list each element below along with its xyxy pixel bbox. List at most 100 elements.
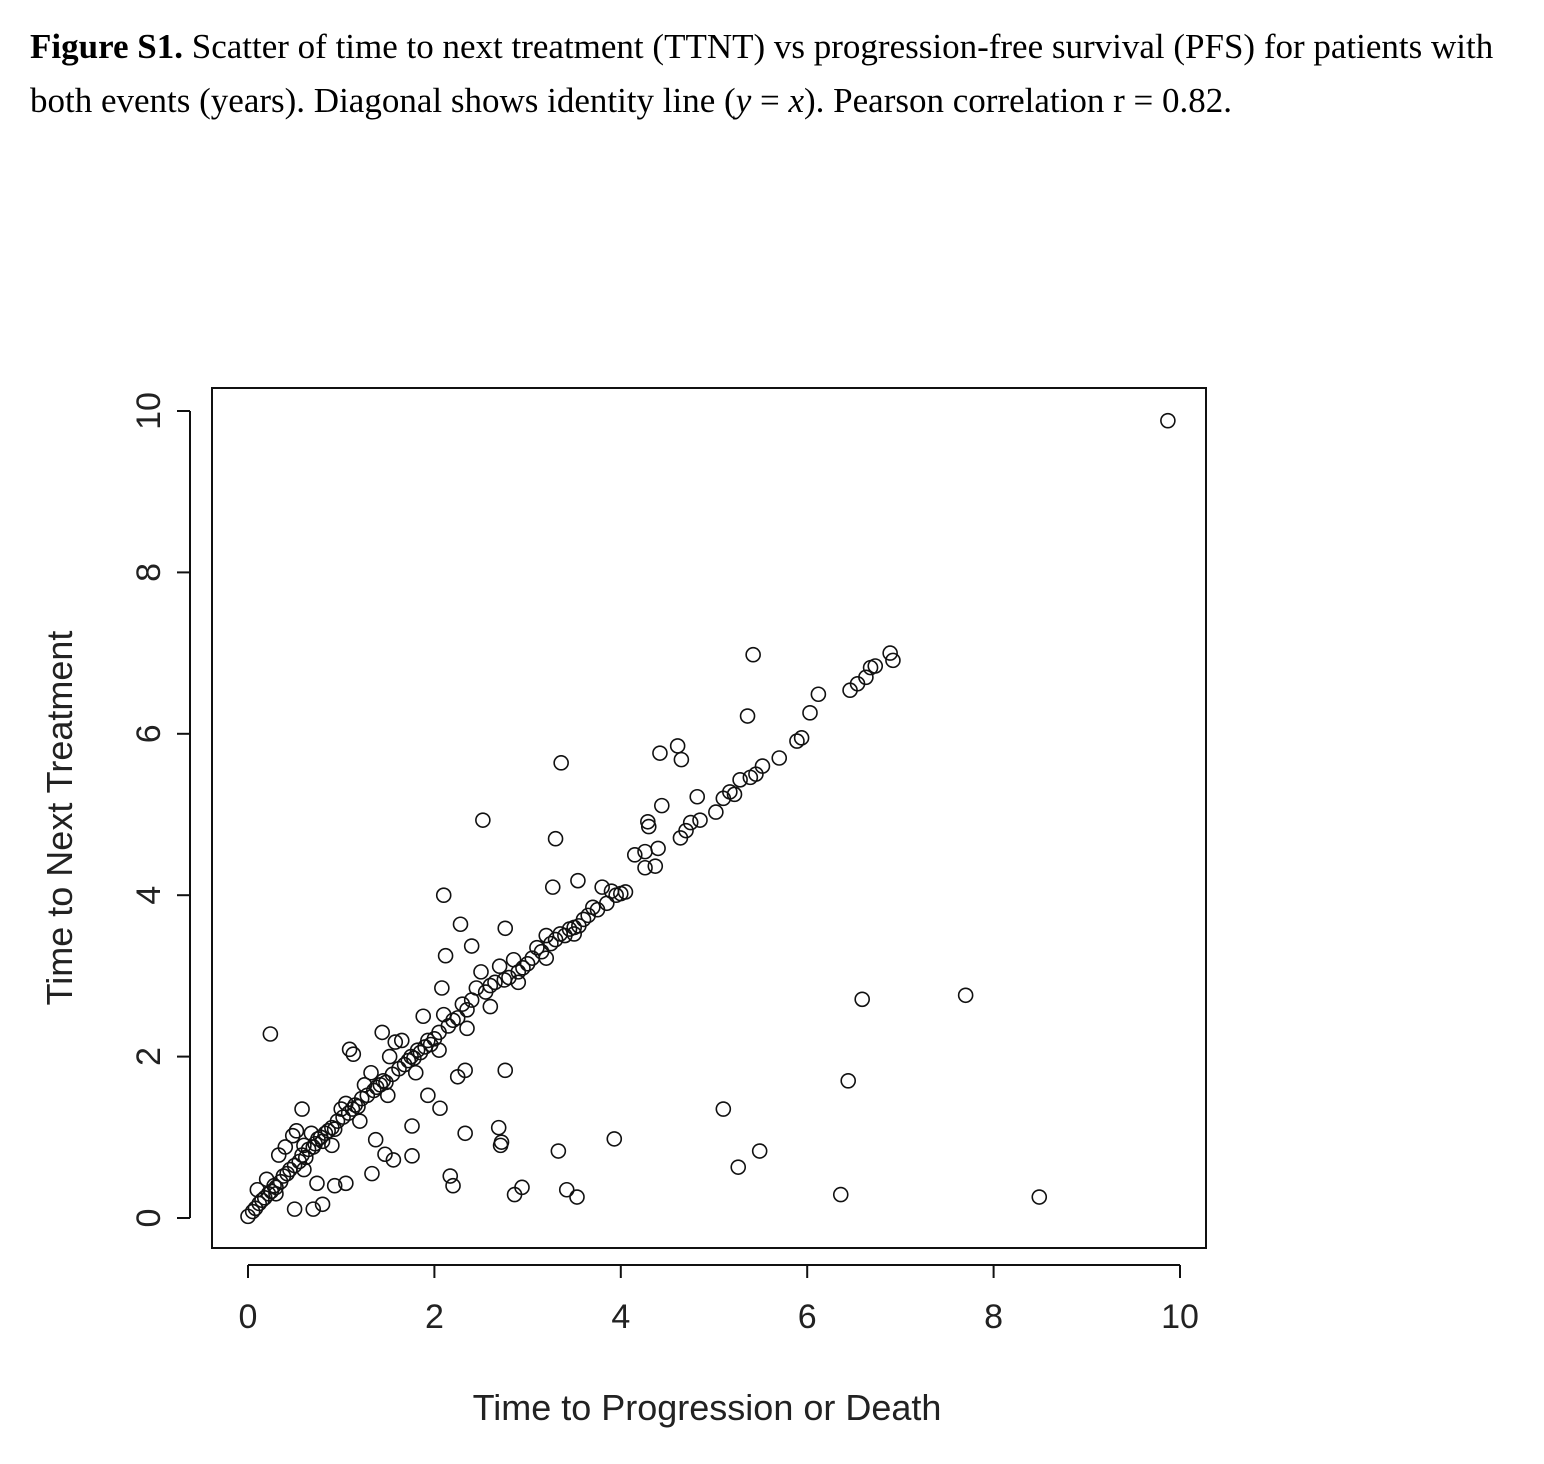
data-point (726, 786, 743, 803)
data-point (793, 730, 810, 746)
data-point (771, 750, 788, 766)
data-point (393, 1032, 410, 1049)
data-point (882, 645, 898, 661)
data-point (326, 1177, 343, 1194)
data-point (434, 980, 450, 996)
data-point (1160, 412, 1176, 429)
data-point (543, 935, 559, 952)
data-point (379, 1087, 396, 1104)
data-point (885, 652, 901, 669)
data-point (575, 911, 592, 928)
data-point (840, 1073, 857, 1089)
data-point (296, 1161, 312, 1178)
data-point (603, 883, 620, 899)
data-point (377, 1146, 393, 1163)
x-tick-label: 4 (611, 1298, 630, 1336)
data-point (364, 1165, 380, 1182)
data-point (751, 1143, 768, 1159)
data-point (569, 1189, 585, 1205)
data-point (415, 1008, 432, 1025)
data-point (305, 1201, 322, 1217)
data-point (381, 1048, 398, 1065)
data-point (538, 950, 555, 966)
data-point (314, 1196, 331, 1213)
data-points (240, 412, 1176, 1225)
data-point (320, 1123, 336, 1139)
data-point (420, 1087, 436, 1104)
x-tick-label: 10 (1161, 1298, 1199, 1336)
data-point (482, 977, 499, 994)
data-point (449, 1010, 466, 1026)
data-point (745, 646, 761, 663)
data-point (356, 1077, 373, 1093)
data-point (547, 931, 564, 948)
data-point (497, 1062, 514, 1079)
data-point (326, 1121, 343, 1138)
data-point (501, 969, 517, 986)
data-point (854, 991, 870, 1008)
data-point (689, 788, 706, 805)
data-point (789, 733, 805, 749)
data-point (286, 1157, 303, 1174)
data-point (580, 907, 596, 924)
data-point (459, 1020, 475, 1037)
data-point (715, 1101, 732, 1117)
data-point (730, 1159, 747, 1175)
data-point (286, 1201, 303, 1217)
data-point (442, 1168, 459, 1184)
data-point (682, 814, 699, 831)
data-point (492, 1137, 509, 1154)
y-tick-label: 6 (130, 724, 168, 743)
y-tick-label: 8 (130, 563, 168, 582)
data-point (529, 939, 545, 956)
data-point (858, 669, 874, 686)
data-point (268, 1179, 284, 1196)
data-point (412, 1044, 429, 1061)
data-point (652, 745, 668, 761)
data-point (862, 659, 879, 676)
data-point (519, 955, 536, 972)
data-point (338, 1175, 354, 1192)
data-point (957, 987, 974, 1004)
data-point (692, 812, 708, 828)
data-point (510, 964, 527, 980)
data-point (440, 1018, 457, 1034)
plot-frame (211, 387, 1207, 1249)
data-point (810, 686, 827, 703)
data-point (732, 771, 748, 788)
data-point (449, 1068, 466, 1085)
data-point (268, 1185, 284, 1202)
data-point (491, 958, 508, 975)
x-axis: 0 2 4 6 8 10 (239, 1264, 1199, 1336)
y-tick-label: 2 (130, 1047, 168, 1066)
caption-var-y: y (735, 81, 752, 120)
data-point (341, 1041, 358, 1058)
data-point (617, 884, 634, 900)
data-point (626, 847, 643, 863)
y-axis-title: Time to Next Treatment (39, 631, 80, 1006)
data-point (547, 830, 564, 847)
data-point (352, 1113, 368, 1129)
data-point (345, 1046, 362, 1062)
data-point (404, 1148, 420, 1164)
data-point (669, 738, 686, 754)
data-point (515, 960, 531, 976)
caption-text-3: ). Pearson correlation r = 0.82. (804, 81, 1232, 120)
data-point (640, 818, 657, 835)
data-point (510, 974, 527, 991)
data-point (305, 1139, 322, 1155)
data-point (463, 938, 480, 954)
data-point (404, 1118, 420, 1134)
x-axis-title: Time to Progression or Death (473, 1387, 942, 1428)
data-point (754, 758, 771, 774)
x-tick-label: 2 (425, 1298, 444, 1336)
data-point (437, 947, 454, 964)
data-point (570, 872, 586, 889)
data-point (420, 1032, 436, 1049)
data-point (324, 1137, 340, 1154)
caption-label: Figure S1. (30, 27, 183, 66)
data-point (363, 1064, 379, 1081)
data-point (637, 859, 653, 876)
data-point (490, 1119, 507, 1136)
data-point (673, 751, 690, 768)
